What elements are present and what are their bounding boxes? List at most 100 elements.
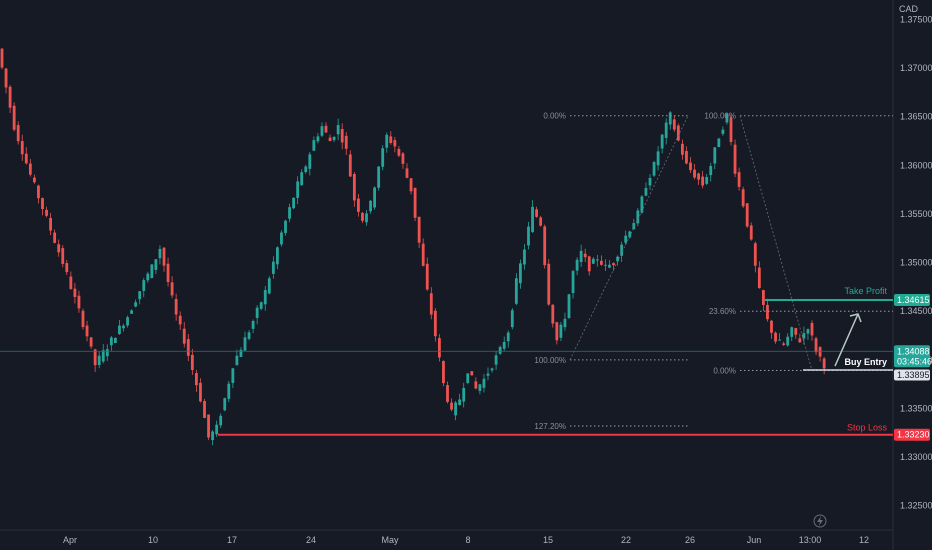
candle-body [535,209,538,217]
candle-body [591,258,595,264]
candle-body [632,223,636,230]
time-tick-label: 12 [859,535,869,545]
candle-body [656,151,660,166]
candle-body [308,154,312,169]
candle-body [417,216,421,243]
candle-body [186,339,190,356]
time-tick-label: Apr [63,535,77,545]
candle-body [223,398,227,411]
candle-body [458,399,462,405]
candle-body [790,327,794,337]
candle-body [587,256,591,272]
candle-body [178,315,182,325]
candle-body [182,328,186,344]
candle-body [510,310,514,328]
candle-body [778,339,781,341]
candle-body [729,117,733,143]
candle-body [583,253,587,258]
candle-body [551,304,555,324]
candle-body [470,371,474,376]
candle-body [547,263,551,305]
candle-body [33,177,36,183]
candle-body [409,178,413,192]
candle-body [235,355,239,366]
candle-body [806,329,810,334]
candle-body [462,387,466,402]
candle-body [494,355,498,365]
candle-body [320,126,324,136]
candle-body [53,232,57,243]
candle-body [227,383,231,399]
candle-body [332,136,336,141]
candle-body [438,338,441,358]
price-tick-label: 1.36000 [900,160,932,170]
fib-level-label: 127.20% [534,422,566,431]
candle-body [563,318,567,328]
candle-body [794,328,798,335]
price-tick-label: 1.33500 [900,403,932,413]
candle-body [85,325,89,337]
candle-body [786,336,790,346]
candle-body [705,176,709,184]
candle-body [770,320,773,333]
candle-body [636,210,640,224]
candle-body [628,231,632,238]
candle-body [689,162,692,171]
lightning-icon[interactable] [813,514,827,528]
candle-body [421,243,425,266]
candle-body [142,280,146,291]
candle-body [284,220,287,233]
price-tick-label: 1.37000 [900,63,932,73]
time-tick-label: May [381,535,399,545]
candle-body [531,206,534,233]
candle-body [668,112,672,125]
candle-body [292,197,295,209]
candle-body [652,162,656,176]
time-axis: Apr 10 17 24 May 8 15 22 26 Jun 13:00 12 [63,535,869,545]
candle-body [559,324,563,338]
candle-body [757,267,761,289]
candle-body [766,304,769,320]
candle-body [122,325,125,329]
candle-body [693,169,696,178]
candle-body [822,358,826,369]
candle-body [664,122,668,138]
candle-body [170,282,174,296]
candle-body [676,125,680,141]
candle-body [300,172,304,186]
candle-body [219,415,223,426]
candle-body [316,136,320,142]
candle-body [166,263,170,283]
candle-body [61,248,65,264]
candle-body [199,382,202,402]
candle-body [361,212,364,221]
candle-body [814,338,818,353]
candle-body [195,373,198,386]
time-tick-label: 22 [621,535,631,545]
candle-body [377,166,381,188]
candle-body [154,259,158,270]
fib-level-label: 23.60% [709,307,736,316]
candle-body [0,48,4,68]
candle-body [93,349,97,366]
current-price-tag: 1.34088 03:45:46 [894,345,932,368]
svg-text:03:45:46: 03:45:46 [897,356,932,366]
time-tick-label: 13:00 [799,535,822,545]
currency-label: CAD [899,4,919,14]
candle-body [267,278,271,294]
candle-body [506,332,510,342]
candle-body [478,384,482,391]
candle-body [276,247,279,265]
candle-body [146,273,150,281]
fib-level-label: 100.00% [704,112,736,121]
candle-body [810,322,814,336]
take-profit-label: Take Profit [844,286,887,296]
candle-body [138,291,142,300]
candle-body [454,402,457,416]
candle-body [753,243,757,266]
candle-body [527,226,530,246]
candle-body [357,198,360,212]
candle-body [616,256,619,262]
candle-body [405,168,409,178]
